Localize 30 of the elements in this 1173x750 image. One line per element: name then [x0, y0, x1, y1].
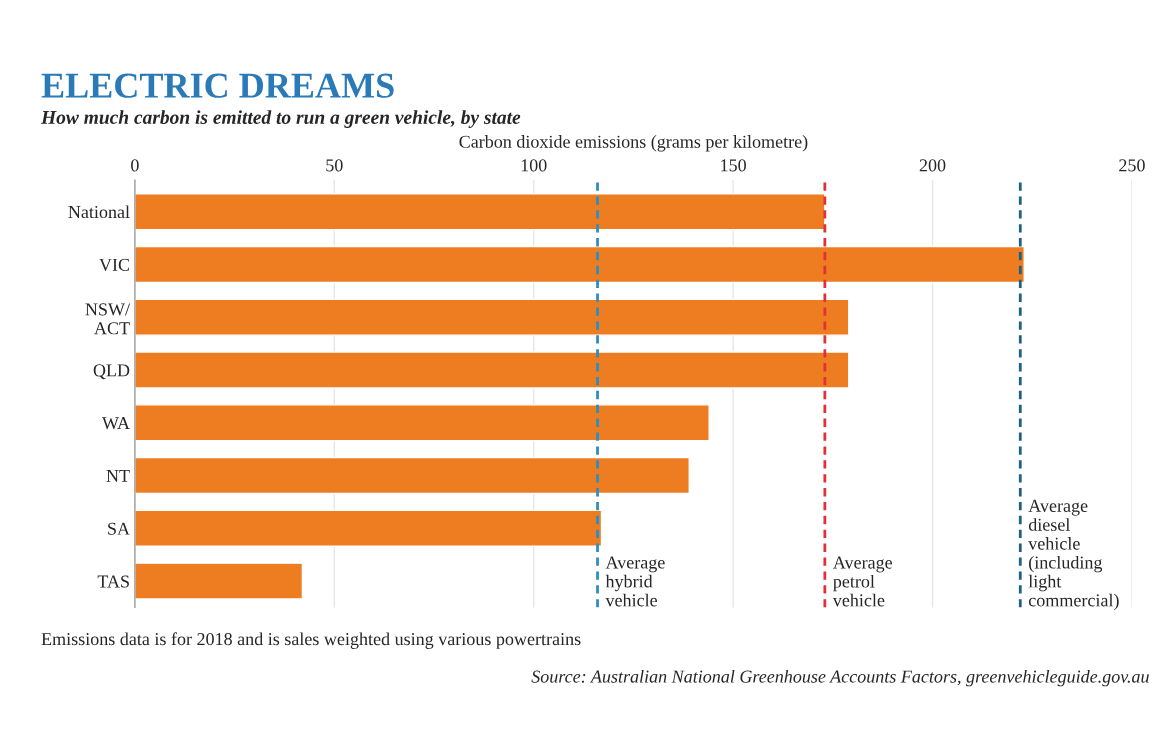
y-tick-label: NSW/ ACT: [85, 303, 131, 335]
bar: [134, 562, 304, 600]
bar: [134, 456, 690, 495]
bar: [134, 351, 850, 389]
x-tick-label: 250: [1119, 159, 1145, 172]
y-tick-label: QLD: [93, 364, 130, 380]
x-tick-label: 100: [521, 159, 547, 172]
ref-line-label: Average diesel vehicle (including light commercial): [1028, 499, 1119, 611]
ref-line-label: Average hybrid vehicle: [605, 556, 665, 607]
source-note: Source: Australian National Greenhouse Accounts Factors, greenvehicleguide.gov.au: [531, 669, 1149, 687]
x-tick-label: 200: [919, 159, 946, 172]
ref-line-label: Average petrol vehicle: [832, 556, 893, 607]
y-tick-label: SA: [108, 522, 130, 535]
bar: [134, 298, 850, 336]
text: Emissions data is for 2018 and is sales weighted using various powertrains: [41, 632, 581, 649]
x-tick-label: 0: [131, 159, 139, 172]
y-tick-label: NT: [106, 470, 130, 482]
bar: [134, 193, 826, 231]
y-tick-label: National: [68, 205, 130, 219]
bar: [134, 509, 603, 547]
bar: [134, 404, 710, 442]
chart-title: ELECTRIC DREAMS: [41, 73, 394, 98]
y-tick-label: TAS: [97, 575, 129, 588]
x-axis-title: Carbon dioxide emissions (grams per kilometre): [459, 135, 808, 152]
bar: [134, 245, 1025, 284]
x-tick-label: 150: [721, 159, 746, 172]
y-tick-label: WA: [101, 417, 130, 430]
chart-subtitle: How much carbon is emitted to run a green vehicle, by state: [40, 110, 521, 128]
x-tick-label: 50: [326, 159, 343, 172]
y-tick-label: VIC: [99, 258, 130, 271]
